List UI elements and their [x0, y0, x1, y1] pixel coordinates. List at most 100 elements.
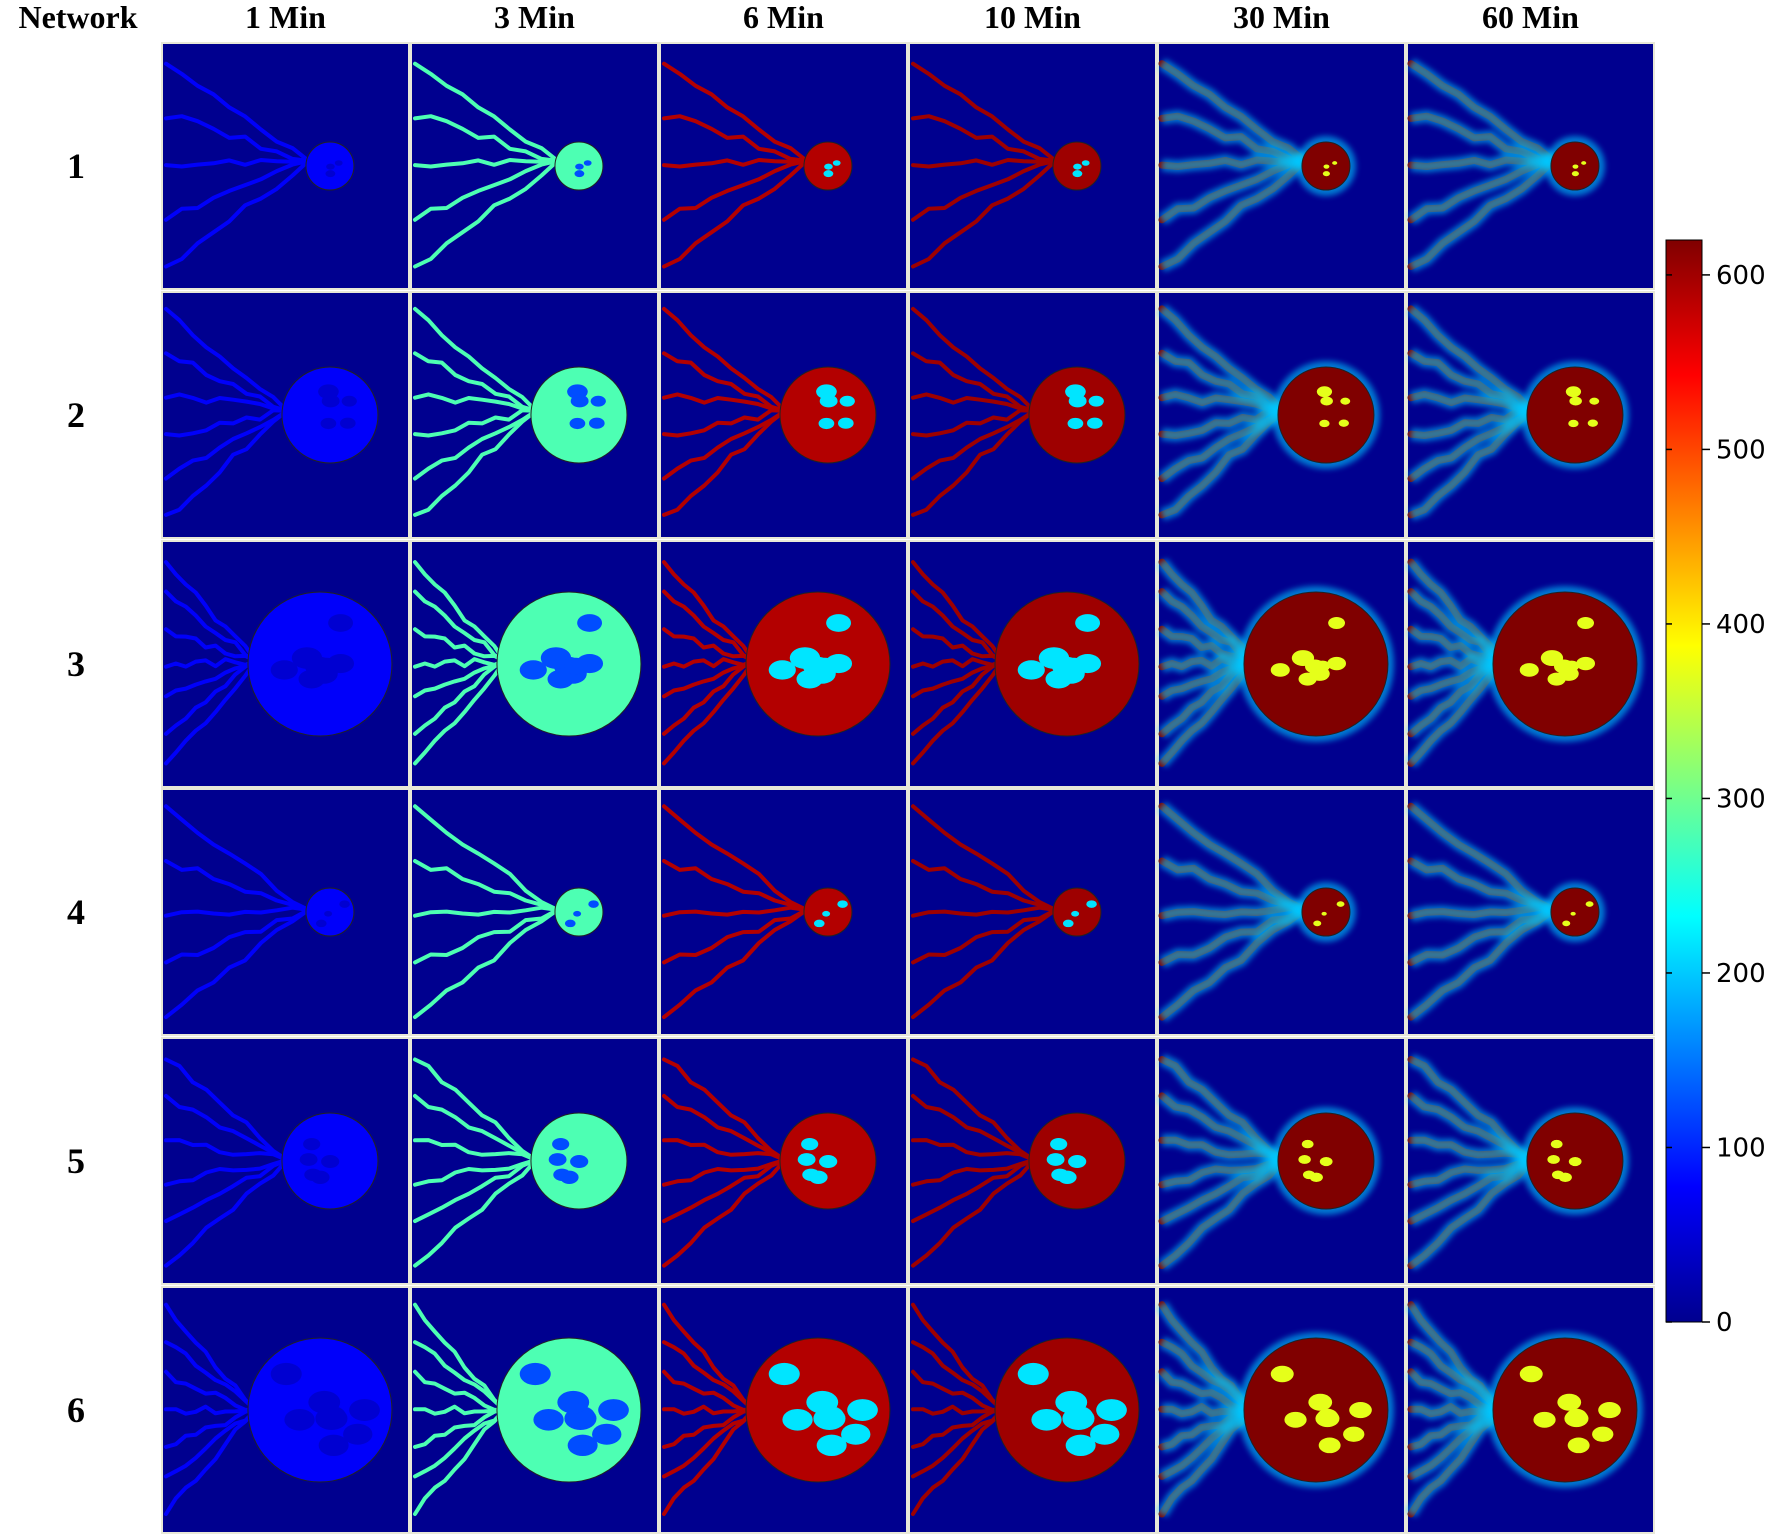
- tumor-interior-pattern: [318, 384, 357, 430]
- vessel-branch: [413, 1408, 507, 1516]
- vessel-branch: [662, 659, 756, 699]
- low-concentration-spot: [583, 160, 592, 166]
- low-concentration-spot: [819, 1155, 838, 1169]
- low-concentration-spot: [1318, 1437, 1341, 1454]
- vessel-branch: [413, 1138, 538, 1162]
- low-concentration-spot: [1572, 164, 1579, 169]
- vessel-branch: [164, 351, 289, 413]
- low-concentration-spot: [1332, 161, 1338, 165]
- tumor-interior-pattern: [797, 1138, 838, 1184]
- tumor-interior-pattern: [519, 614, 604, 689]
- simulation-panel: [908, 291, 1157, 539]
- low-concentration-spot: [1068, 1155, 1087, 1169]
- low-concentration-spot: [1090, 1423, 1120, 1445]
- tumor-region: [1301, 887, 1351, 937]
- low-concentration-spot: [1557, 1393, 1582, 1411]
- tumor-interior-pattern: [270, 1362, 380, 1457]
- simulation-panel: [1406, 788, 1655, 1036]
- simulation-panel: [908, 42, 1157, 290]
- vessel-branch: [413, 1093, 538, 1162]
- low-concentration-spot: [564, 657, 588, 675]
- low-concentration-spot: [1062, 657, 1086, 675]
- network-header: Network: [18, 0, 137, 35]
- vessel-branch: [662, 659, 756, 736]
- diffusion-halo: [1156, 1301, 1256, 1518]
- low-concentration-spot: [839, 395, 855, 407]
- low-concentration-spot: [1540, 650, 1564, 667]
- vessel-branch: [911, 659, 1005, 766]
- vessel-branch: [911, 1158, 1036, 1268]
- vessel-branch: [911, 158, 1058, 169]
- low-concentration-spot: [838, 417, 854, 429]
- vessel-branch: [662, 657, 756, 669]
- low-concentration-spot: [1321, 911, 1327, 916]
- vessel-branch: [413, 114, 560, 163]
- vessel-branch: [164, 659, 258, 736]
- vessel-branch: [413, 907, 560, 965]
- colorbar-tick-label: 0: [1716, 1308, 1733, 1338]
- simulation-panel: [1157, 291, 1406, 539]
- low-concentration-spot: [1072, 170, 1083, 178]
- vessel-branch: [413, 1408, 507, 1449]
- time-header: 6 Min: [743, 0, 824, 35]
- low-concentration-spot: [768, 1362, 800, 1386]
- vessel-branch: [164, 1408, 258, 1516]
- tumor-interior-pattern: [1562, 901, 1594, 927]
- low-concentration-spot: [826, 614, 852, 632]
- simulation-panel: [410, 540, 659, 788]
- vessel-branch: [413, 659, 507, 766]
- low-concentration-spot: [1062, 919, 1074, 928]
- vessel-branch: [164, 409, 289, 481]
- low-concentration-spot: [303, 1138, 321, 1151]
- vessel-branch: [911, 408, 1036, 438]
- vessel-branch: [662, 1138, 787, 1162]
- vessel-branch: [662, 1404, 756, 1416]
- low-concentration-spot: [325, 170, 336, 178]
- low-concentration-spot: [1338, 419, 1349, 427]
- low-concentration-spot: [1309, 1172, 1323, 1183]
- tumor-interior-pattern: [1062, 900, 1097, 928]
- vessel-branch: [662, 905, 809, 918]
- diffusion-halo: [1407, 801, 1557, 1022]
- low-concentration-spot: [809, 1170, 828, 1184]
- simulation-panel: [659, 540, 908, 788]
- vessel-branch: [413, 1408, 507, 1479]
- vessel-branch: [911, 1408, 1005, 1449]
- vessel-network: [911, 804, 1058, 1020]
- tumor-interior-pattern: [1072, 160, 1090, 178]
- vessel-network: [911, 1302, 1005, 1516]
- vessel-branch: [164, 659, 258, 766]
- time-header: 30 Min: [1233, 0, 1330, 35]
- simulation-panel: [410, 788, 659, 1036]
- vessel-branch: [911, 659, 1005, 699]
- vessel-branch: [662, 158, 809, 269]
- vessel-branch: [164, 804, 311, 912]
- vessel-branch: [662, 627, 756, 663]
- simulation-panel: [659, 42, 908, 290]
- vessel-branch: [164, 1340, 258, 1412]
- low-concentration-spot: [328, 614, 354, 632]
- low-concentration-spot: [270, 1362, 302, 1386]
- tumor-interior-pattern: [1270, 1365, 1372, 1454]
- vessel-network: [164, 306, 289, 517]
- tumor-interior-pattern: [768, 1362, 878, 1457]
- low-concentration-spot: [533, 1408, 564, 1431]
- low-concentration-spot: [1319, 1156, 1333, 1167]
- colorbar-tick-label: 600: [1716, 261, 1766, 291]
- tumor-interior-pattern: [1298, 1139, 1333, 1183]
- low-concentration-spot: [1067, 417, 1084, 430]
- network-row-label: 2: [67, 395, 85, 435]
- vessel-branch: [662, 306, 787, 413]
- low-concentration-spot: [1068, 394, 1087, 408]
- low-concentration-spot: [1592, 1426, 1614, 1442]
- simulation-panel: [1405, 1286, 1655, 1534]
- vessel-branch: [662, 61, 809, 163]
- low-concentration-spot: [560, 1170, 579, 1184]
- low-concentration-spot: [1519, 663, 1539, 677]
- vessel-branch: [911, 1138, 1036, 1162]
- vessel-network: [662, 306, 787, 517]
- vessel-branch: [911, 1093, 1036, 1162]
- vessel-network: [413, 1302, 507, 1516]
- diffusion-halo: [1158, 58, 1309, 272]
- low-concentration-spot: [1585, 901, 1594, 907]
